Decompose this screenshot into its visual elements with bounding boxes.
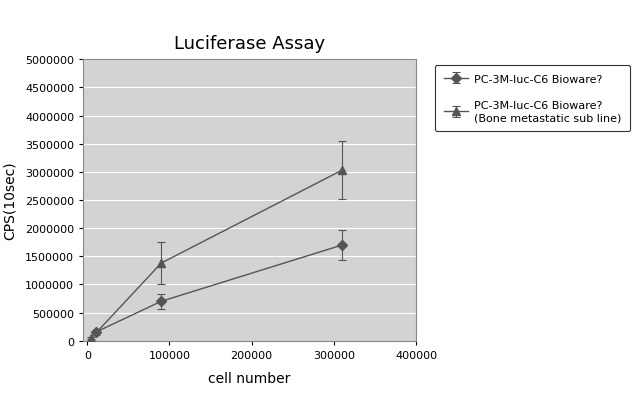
Title: Luciferase Assay: Luciferase Assay	[174, 35, 325, 53]
Legend: PC-3M-luc-C6 Bioware?, PC-3M-luc-C6 Bioware?
(Bone metastatic sub line): PC-3M-luc-C6 Bioware?, PC-3M-luc-C6 Biow…	[435, 66, 630, 132]
X-axis label: cell number: cell number	[209, 371, 291, 385]
Y-axis label: CPS(10sec): CPS(10sec)	[3, 161, 17, 240]
